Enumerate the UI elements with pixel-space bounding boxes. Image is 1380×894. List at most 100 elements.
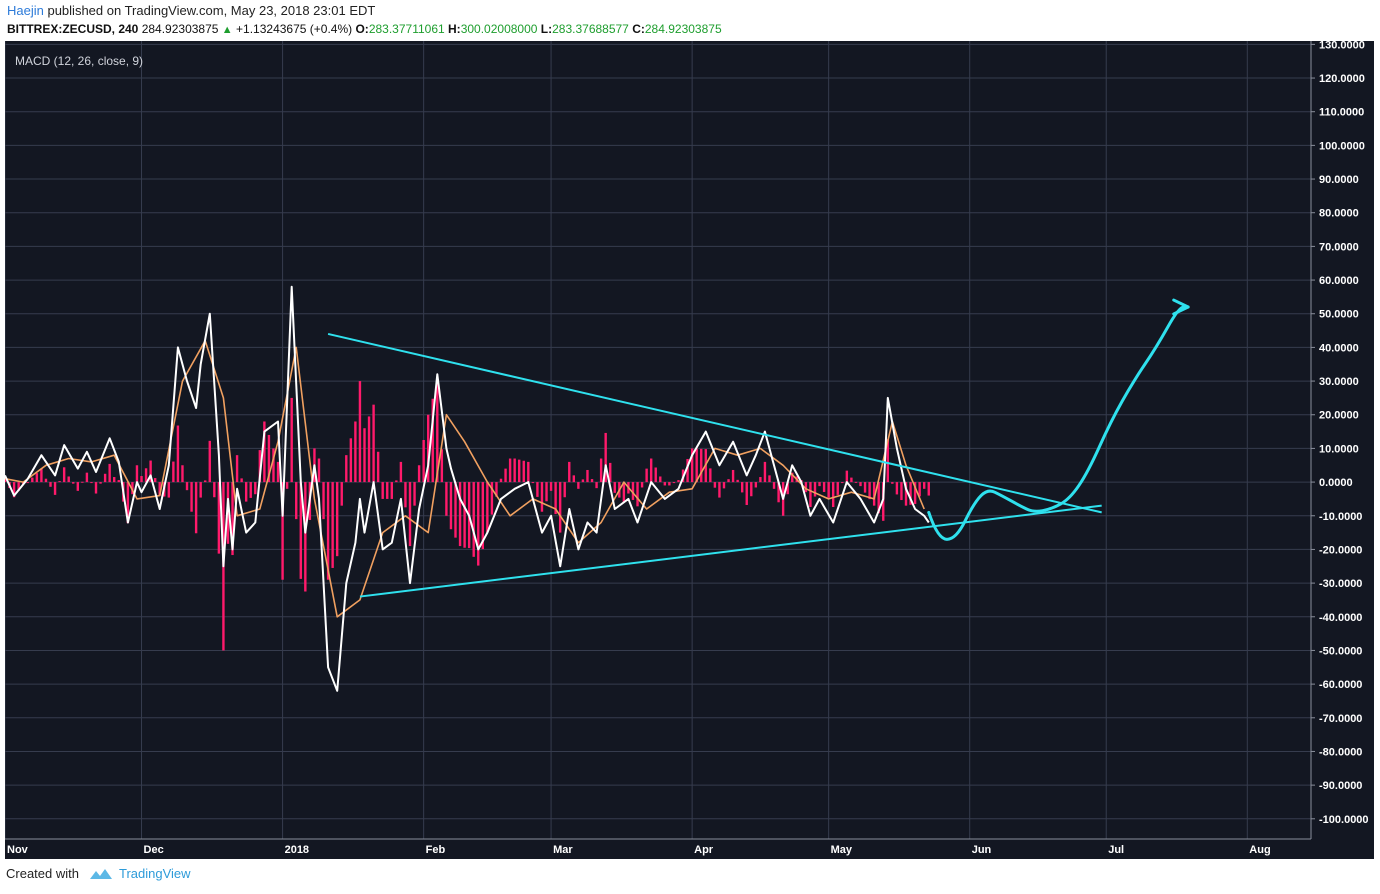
histogram-bar bbox=[513, 458, 516, 483]
histogram-bar bbox=[913, 482, 917, 504]
low-value: 283.37688577 bbox=[552, 22, 629, 36]
created-with-text: Created with bbox=[6, 866, 79, 881]
histogram-bar bbox=[349, 438, 353, 483]
histogram-bar bbox=[35, 473, 39, 483]
histogram-bar bbox=[613, 482, 616, 493]
histogram-bar bbox=[599, 458, 603, 483]
histogram-bar bbox=[481, 482, 485, 550]
histogram-bar bbox=[408, 482, 412, 547]
histogram-bar bbox=[568, 461, 571, 483]
macd-chart[interactable]: 130.0000 120.0000 110.0000 100.0000 90.0000 8… bbox=[5, 41, 1374, 859]
y-tick-label: -10.0000 bbox=[1319, 511, 1362, 523]
histogram-bar bbox=[131, 482, 134, 495]
histogram-bar bbox=[117, 480, 120, 483]
histogram-bar bbox=[900, 482, 903, 501]
x-tick-label: May bbox=[831, 844, 853, 856]
histogram-bar bbox=[322, 482, 325, 520]
symbol-info: BITTREX:ZECUSD, 240 284.92303875 ▲ +1.13… bbox=[7, 20, 1377, 38]
histogram-bar bbox=[126, 482, 130, 524]
histogram-bar bbox=[609, 462, 612, 483]
price-change: +1.13243675 (+0.4%) bbox=[236, 22, 353, 36]
histogram-bar bbox=[395, 480, 398, 483]
y-tick-label: 120.0000 bbox=[1319, 73, 1365, 85]
y-tick-label: 30.0000 bbox=[1319, 376, 1359, 388]
y-tick-label: 130.0000 bbox=[1319, 41, 1365, 51]
histogram-bar bbox=[763, 461, 767, 483]
histogram-bar bbox=[895, 482, 899, 495]
histogram-bar bbox=[5, 478, 7, 483]
histogram-bar bbox=[99, 482, 102, 484]
last-price: 284.92303875 bbox=[141, 22, 219, 36]
histogram-bar bbox=[108, 463, 111, 483]
histogram-bar bbox=[581, 479, 585, 483]
histogram-bar bbox=[244, 482, 248, 502]
histogram-bar bbox=[290, 397, 293, 483]
open-value: 283.37711061 bbox=[368, 22, 445, 36]
histogram-bar bbox=[522, 460, 525, 483]
histogram-bar bbox=[695, 448, 698, 483]
histogram-bar bbox=[449, 482, 453, 530]
histogram-bar bbox=[872, 482, 876, 506]
histogram-bar bbox=[167, 482, 171, 498]
histogram-bar bbox=[354, 421, 357, 483]
histogram-bar bbox=[508, 458, 512, 483]
x-tick-label: Apr bbox=[694, 844, 714, 856]
y-tick-label: -40.0000 bbox=[1319, 612, 1362, 624]
histogram-bar bbox=[281, 482, 284, 580]
chart-panel[interactable]: 130.0000 120.0000 110.0000 100.0000 90.0000 8… bbox=[5, 41, 1374, 859]
histogram-bar bbox=[254, 482, 257, 495]
histogram-bar bbox=[572, 475, 576, 483]
histogram-bar bbox=[740, 482, 744, 493]
histogram-bar bbox=[677, 480, 680, 483]
histogram-bar bbox=[754, 482, 758, 488]
histogram-bar bbox=[713, 482, 717, 488]
macd-histogram bbox=[5, 381, 930, 651]
histogram-bar bbox=[586, 469, 589, 483]
histogram-bar bbox=[786, 482, 789, 495]
histogram-bar bbox=[622, 482, 626, 503]
histogram-bar bbox=[859, 482, 862, 487]
histogram-bar bbox=[850, 477, 853, 483]
histogram-bar bbox=[690, 448, 694, 483]
low-label: L: bbox=[540, 22, 553, 36]
histogram-bar bbox=[431, 398, 434, 483]
histogram-bar bbox=[213, 482, 216, 498]
histogram-bar bbox=[499, 478, 503, 483]
y-tick-label: 40.0000 bbox=[1319, 342, 1359, 354]
histogram-bar bbox=[536, 482, 539, 497]
histogram-bar bbox=[135, 465, 139, 483]
histogram-bar bbox=[399, 461, 403, 483]
histogram-bar bbox=[358, 381, 362, 483]
histogram-bar bbox=[604, 432, 607, 483]
histogram-bar bbox=[436, 382, 439, 483]
y-tick-label: -50.0000 bbox=[1319, 645, 1362, 657]
histogram-bar bbox=[367, 416, 371, 483]
histogram-bar bbox=[841, 482, 844, 484]
histogram-bar bbox=[813, 482, 817, 497]
histogram-bar bbox=[231, 482, 234, 556]
histogram-bar bbox=[663, 482, 667, 486]
y-tick-label: -100.0000 bbox=[1319, 814, 1369, 826]
histogram-bar bbox=[258, 450, 262, 483]
histogram-bar bbox=[777, 482, 780, 503]
y-tick-label: -90.0000 bbox=[1319, 780, 1362, 792]
histogram-bar bbox=[140, 476, 143, 483]
y-tick-label: 80.0000 bbox=[1319, 208, 1359, 220]
histogram-bar bbox=[267, 434, 271, 483]
high-value: 300.02008000 bbox=[460, 22, 538, 36]
histogram-bar bbox=[863, 482, 867, 493]
tradingview-brand[interactable]: TradingView bbox=[89, 866, 191, 881]
histogram-bar bbox=[554, 482, 557, 515]
histogram-bar bbox=[376, 451, 380, 483]
histogram-bar bbox=[504, 468, 507, 483]
histogram-bar bbox=[426, 414, 430, 483]
histogram-bar bbox=[299, 482, 302, 579]
histogram-bar bbox=[445, 482, 448, 516]
histogram-bar bbox=[172, 461, 175, 483]
histogram-bar bbox=[731, 469, 735, 483]
histogram-bar bbox=[422, 440, 425, 483]
histogram-bar bbox=[12, 482, 16, 498]
histogram-bar bbox=[645, 468, 648, 483]
author-link[interactable]: Haejin bbox=[7, 3, 44, 18]
histogram-bar bbox=[791, 472, 794, 483]
